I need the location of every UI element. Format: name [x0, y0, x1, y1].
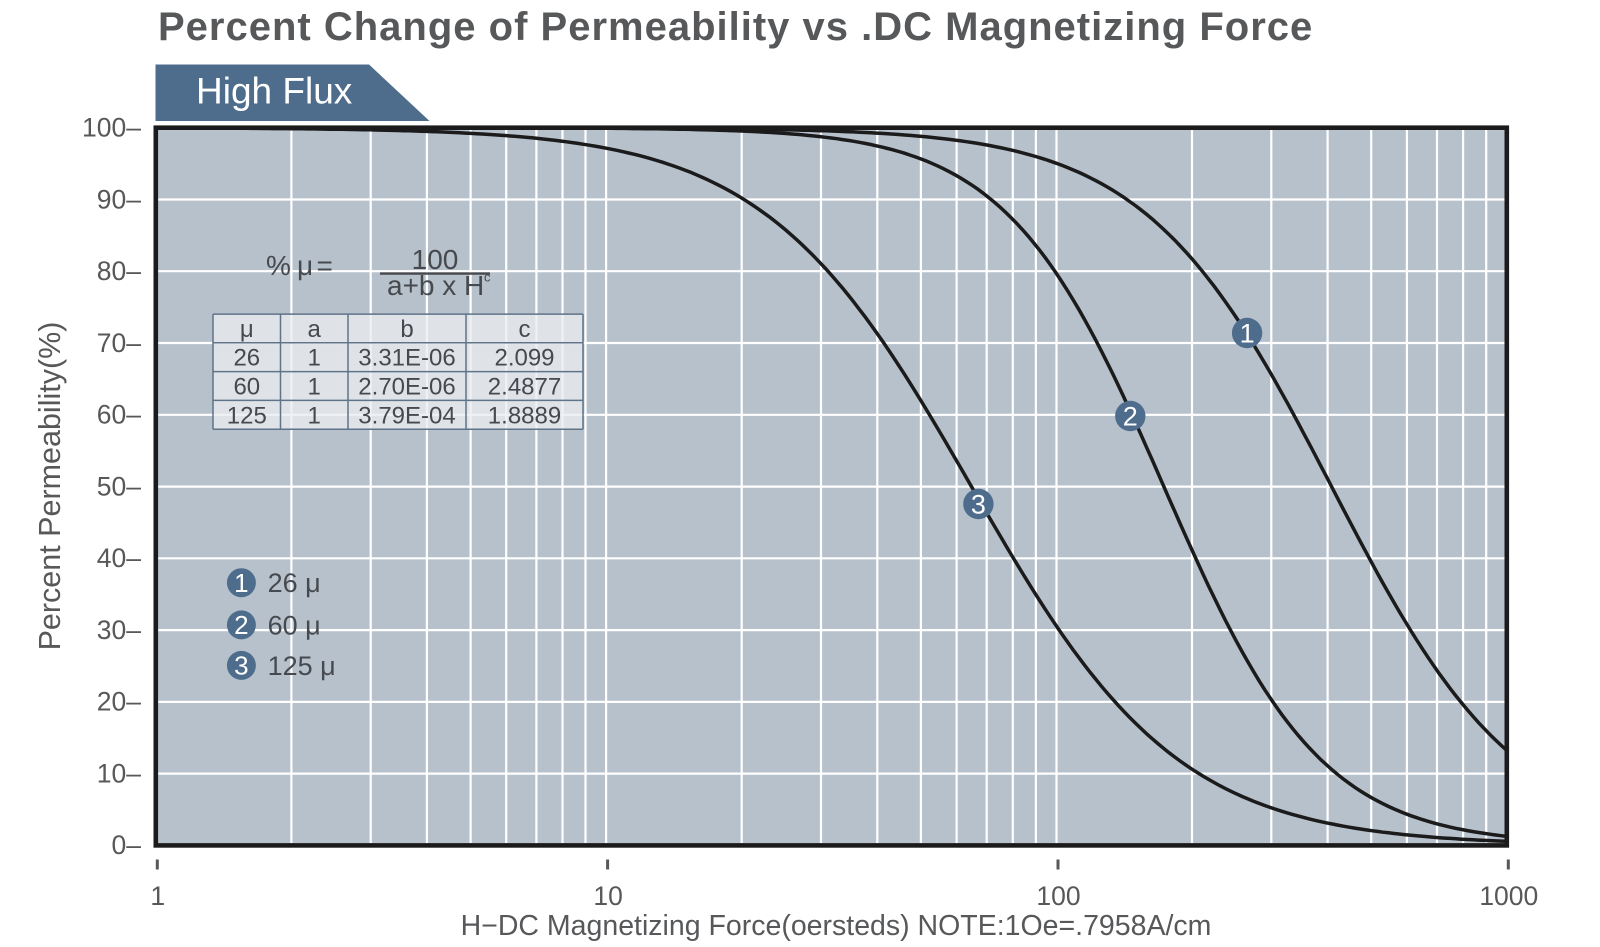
svg-text:80–: 80– — [97, 256, 141, 286]
svg-text:1: 1 — [150, 881, 165, 911]
svg-text:3.79E-04: 3.79E-04 — [358, 402, 455, 429]
svg-text:1: 1 — [308, 402, 321, 429]
svg-text:30–: 30– — [97, 615, 141, 645]
svg-text:40–: 40– — [97, 543, 141, 573]
svg-text:1.8889: 1.8889 — [488, 402, 561, 429]
svg-text:1: 1 — [308, 374, 321, 401]
svg-text:μ: μ — [240, 316, 254, 343]
svg-text:2: 2 — [234, 610, 248, 640]
svg-text:50–: 50– — [97, 471, 141, 501]
svg-text:90–: 90– — [97, 184, 141, 214]
svg-text:Percent Permeability(%): Percent Permeability(%) — [33, 322, 67, 651]
svg-text:a+b x H: a+b x H — [387, 270, 484, 301]
svg-text:60–: 60– — [97, 400, 141, 430]
svg-text:20–: 20– — [97, 687, 141, 717]
svg-text:26 μ: 26 μ — [268, 568, 321, 598]
svg-text:1: 1 — [234, 568, 248, 598]
svg-text:3: 3 — [971, 490, 986, 520]
svg-text:60 μ: 60 μ — [268, 610, 321, 640]
svg-text:100–: 100– — [82, 113, 141, 143]
svg-text:c: c — [484, 270, 491, 285]
svg-text:2.70E-06: 2.70E-06 — [358, 374, 455, 401]
svg-text:10–: 10– — [97, 758, 141, 788]
svg-text:60: 60 — [233, 374, 260, 401]
svg-text:100: 100 — [412, 244, 459, 275]
svg-text:26: 26 — [233, 345, 260, 372]
svg-text:100: 100 — [1036, 881, 1080, 911]
svg-text:3: 3 — [234, 651, 248, 681]
svg-text:70–: 70– — [97, 328, 141, 358]
svg-text:125 μ: 125 μ — [268, 651, 336, 681]
svg-text:1000: 1000 — [1479, 881, 1538, 911]
svg-text:3.31E-06: 3.31E-06 — [358, 345, 455, 372]
svg-text:1: 1 — [308, 345, 321, 372]
svg-text:2.4877: 2.4877 — [488, 374, 561, 401]
svg-text:a: a — [308, 316, 322, 343]
svg-text:c: c — [519, 316, 531, 343]
svg-text:Percent Change of Permeability: Percent Change of Permeability vs .DC Ma… — [158, 5, 1313, 49]
svg-text:0–: 0– — [112, 830, 142, 860]
svg-text:High Flux: High Flux — [196, 71, 353, 112]
svg-text:%: % — [266, 250, 291, 281]
svg-text:10: 10 — [593, 881, 622, 911]
svg-text:125: 125 — [227, 402, 267, 429]
svg-text:b: b — [400, 316, 413, 343]
svg-text:=: = — [317, 250, 333, 281]
svg-text:2.099: 2.099 — [494, 345, 554, 372]
svg-text:H−DC Magnetizing Force(oersted: H−DC Magnetizing Force(oersteds) NOTE:1O… — [461, 910, 1212, 942]
svg-text:μ: μ — [297, 250, 313, 281]
svg-text:1: 1 — [1240, 319, 1255, 349]
svg-text:2: 2 — [1123, 402, 1138, 432]
